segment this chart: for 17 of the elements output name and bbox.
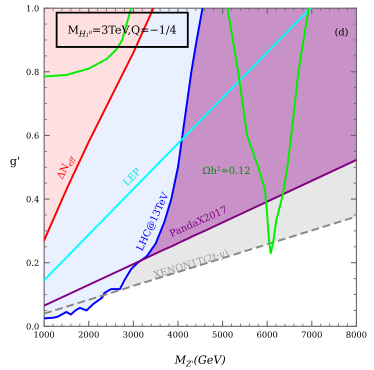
y-axis-title: g' <box>10 156 19 168</box>
x-tick-label: 6000 <box>257 331 278 338</box>
x-tick-label: 5000 <box>212 331 233 338</box>
x-tick-label: 1000 <box>34 331 54 338</box>
y-tick-label: 0.6 <box>26 132 39 139</box>
x-tick-label: 3000 <box>123 331 144 338</box>
y-tick-label: 0.0 <box>26 323 39 330</box>
x-tick-label: 4000 <box>168 331 188 338</box>
x-tick-label: 8000 <box>346 331 366 338</box>
annotation: Ωh²≃0.12 <box>203 166 250 174</box>
x-tick-label: 7000 <box>302 331 322 338</box>
y-tick-label: 1.0 <box>27 5 39 12</box>
annotation: (d) <box>335 28 348 37</box>
y-tick-label: 0.4 <box>26 196 39 202</box>
y-tick-label: 0.8 <box>26 68 39 76</box>
y-tick-label: 0.2 <box>26 260 38 266</box>
x-tick-label: 2000 <box>78 331 99 338</box>
